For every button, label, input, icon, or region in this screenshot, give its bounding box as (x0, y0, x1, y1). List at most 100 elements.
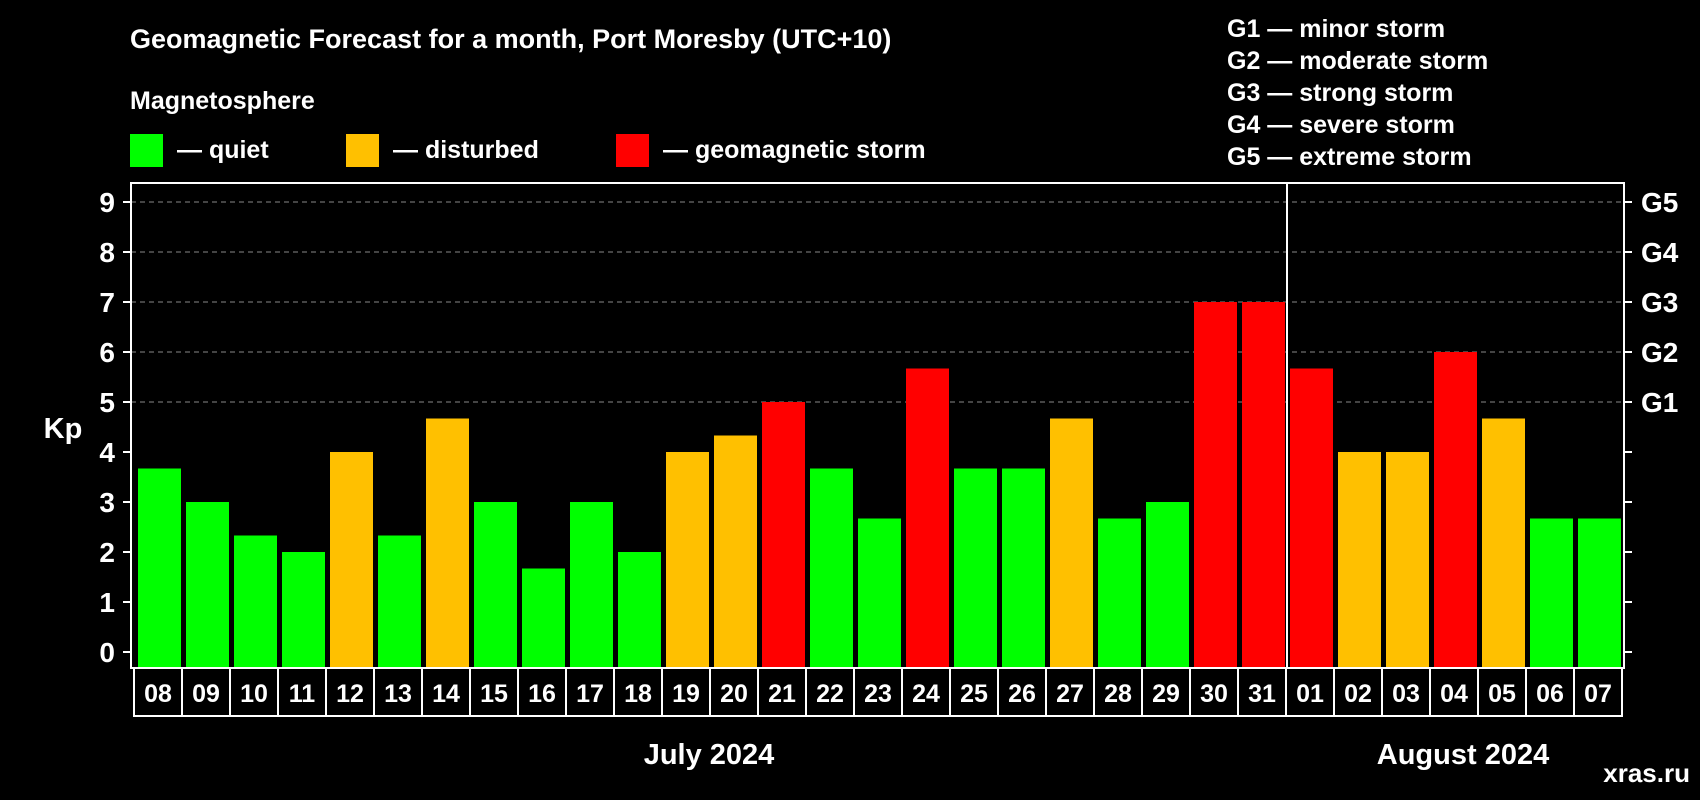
date-label: 29 (1152, 680, 1180, 708)
bar-19-disturbed (666, 452, 709, 668)
y-tick-label: 3 (99, 487, 115, 518)
date-label: 20 (720, 680, 748, 708)
x-axis: 08 09 10 11 12 13 14 15 16 17 18 19 20 21 22 23 24 25 26 27… (133, 667, 1623, 717)
bar-01-storm (1290, 368, 1333, 668)
date-label: 26 (1008, 680, 1036, 708)
legend-label-disturbed: — disturbed (393, 136, 539, 164)
date-label: 03 (1392, 680, 1420, 708)
date-cell (1573, 667, 1623, 717)
bar-08-quiet (138, 468, 181, 668)
bar-14-disturbed (426, 418, 469, 668)
month-labels: July 2024 August 2024 (644, 739, 1550, 771)
bar-07-quiet (1578, 518, 1621, 668)
bar-09-quiet (186, 502, 229, 668)
y-tick-label: 8 (99, 237, 115, 268)
y-tick-label: 0 (99, 637, 115, 668)
chart-title: Geomagnetic Forecast for a month, Port M… (130, 24, 891, 54)
legend-swatch-storm (616, 134, 649, 167)
storm-scale-legend: G1 — minor storm G2 — moderate storm G3 — … (1227, 15, 1488, 171)
date-label: 10 (240, 680, 268, 708)
bar-15-quiet (474, 502, 517, 668)
bar-10-quiet (234, 535, 277, 668)
g-scale-label: G3 (1641, 287, 1678, 318)
bar-02-disturbed (1338, 452, 1381, 668)
storm-scale-item: G1 — minor storm (1227, 15, 1445, 43)
date-label: 18 (624, 680, 652, 708)
legend-swatch-disturbed (346, 134, 379, 167)
storm-scale-item: G5 — extreme storm (1227, 143, 1472, 171)
month-label: August 2024 (1377, 739, 1549, 771)
bar-30-storm (1194, 302, 1237, 668)
date-label: 09 (192, 680, 220, 708)
g-scale-label: G2 (1641, 337, 1678, 368)
date-label: 21 (768, 680, 796, 708)
bar-13-quiet (378, 535, 421, 668)
y-tick-label: 1 (99, 587, 115, 618)
bar-22-quiet (810, 468, 853, 668)
date-label: 11 (289, 680, 316, 708)
g-scale-label: G4 (1641, 237, 1679, 268)
date-label: 04 (1440, 680, 1468, 708)
bar-04-storm (1434, 352, 1477, 668)
legend-title: Magnetosphere (130, 87, 315, 115)
y-tick-label: 4 (99, 437, 115, 468)
y-tick-label: 5 (99, 387, 115, 418)
date-label: 14 (432, 680, 460, 708)
month-label: July 2024 (644, 739, 775, 771)
bar-11-quiet (282, 552, 325, 668)
date-label: 07 (1584, 680, 1612, 708)
y-tick-label: 6 (99, 337, 115, 368)
bar-31-storm (1242, 302, 1285, 668)
y-tick-label: 2 (99, 537, 115, 568)
date-label: 31 (1248, 680, 1276, 708)
date-label: 27 (1056, 680, 1084, 708)
grid-lines (131, 201, 1624, 403)
date-label: 25 (960, 680, 988, 708)
date-label: 30 (1200, 680, 1228, 708)
legend-label-quiet: — quiet (177, 136, 269, 164)
date-label: 19 (672, 680, 700, 708)
date-label: 02 (1344, 680, 1372, 708)
storm-scale-item: G4 — severe storm (1227, 111, 1455, 139)
date-label: 23 (864, 680, 892, 708)
date-label: 08 (144, 680, 172, 708)
bar-05-disturbed (1482, 418, 1525, 668)
bar-16-quiet (522, 568, 565, 668)
date-label: 17 (576, 680, 604, 708)
bar-20-disturbed (714, 435, 757, 668)
bar-25-quiet (954, 468, 997, 668)
bar-23-quiet (858, 518, 901, 668)
date-label: 05 (1488, 680, 1516, 708)
date-label: 01 (1296, 680, 1324, 708)
legend: — quiet — disturbed — geomagnetic storm (130, 134, 926, 167)
bar-21-storm (762, 402, 805, 668)
bar-17-quiet (570, 502, 613, 668)
date-label: 15 (480, 680, 508, 708)
y-tick-label: 9 (99, 187, 115, 218)
g-scale-label: G1 (1641, 387, 1678, 418)
g-scale-axis: G1 G2 G3 G4 G5 (1624, 187, 1679, 653)
bar-26-quiet (1002, 468, 1045, 668)
bar-03-disturbed (1386, 452, 1429, 668)
storm-scale-item: G3 — strong storm (1227, 79, 1453, 107)
bars (138, 302, 1621, 668)
date-label: 13 (384, 680, 412, 708)
date-label: 16 (528, 680, 556, 708)
bar-18-quiet (618, 552, 661, 668)
g-scale-label: G5 (1641, 187, 1678, 218)
bar-06-quiet (1530, 518, 1573, 668)
bar-12-disturbed (330, 452, 373, 668)
bar-24-storm (906, 368, 949, 668)
y-axis-label: Kp (44, 413, 83, 445)
bar-29-quiet (1146, 502, 1189, 668)
legend-label-storm: — geomagnetic storm (663, 136, 926, 164)
bar-28-quiet (1098, 518, 1141, 668)
date-label: 06 (1536, 680, 1564, 708)
y-tick-label: 7 (99, 287, 115, 318)
date-label: 24 (912, 680, 940, 708)
date-label: 28 (1104, 680, 1132, 708)
legend-swatch-quiet (130, 134, 163, 167)
storm-scale-item: G2 — moderate storm (1227, 47, 1488, 75)
y-axis: 0 1 2 3 4 5 6 7 8 9 (99, 187, 131, 668)
